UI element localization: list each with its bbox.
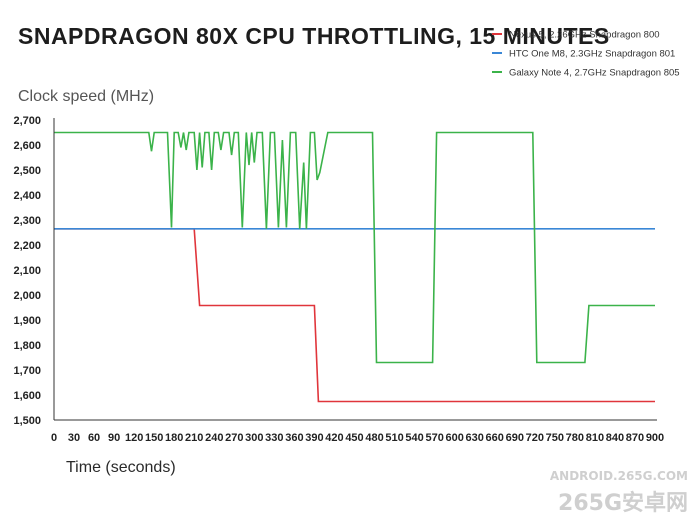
x-tick-label: 150 [145, 432, 163, 444]
legend-label: Nexus 5, 2.26GHz Snapdragon 800 [509, 30, 660, 41]
chart-title: SNAPDRAGON 80X CPU THROTTLING, 15 MINUTE… [18, 23, 610, 49]
y-tick-label: 1,700 [13, 365, 41, 377]
x-tick-label: 360 [285, 432, 303, 444]
x-axis-label: Time (seconds) [66, 459, 176, 476]
y-tick-label: 1,600 [13, 390, 41, 402]
watermark: ANDROID.265G.COM 265G安卓网 [550, 469, 688, 516]
y-tick-label: 2,000 [13, 290, 41, 302]
x-tick-label: 210 [185, 432, 203, 444]
x-tick-label: 0 [51, 432, 57, 444]
y-tick-label: 2,200 [13, 240, 41, 252]
x-tick-label: 690 [506, 432, 524, 444]
x-tick-label: 780 [566, 432, 584, 444]
y-tick-label: 2,300 [13, 215, 41, 227]
y-tick-label: 2,400 [13, 190, 41, 202]
y-tick-label: 2,600 [13, 140, 41, 152]
y-tick-label: 1,500 [13, 415, 41, 427]
x-tick-label: 300 [245, 432, 263, 444]
legend-label: HTC One M8, 2.3GHz Snapdragon 801 [509, 49, 675, 60]
x-tick-label: 450 [345, 432, 363, 444]
watermark-url: ANDROID.265G.COM [550, 469, 688, 483]
y-tick-labels: 2,700 2,600 2,500 2,400 2,300 2,200 2,100 2,000… [13, 115, 41, 427]
watermark-logo-text: 265G安卓网 [558, 490, 688, 516]
x-tick-label: 180 [165, 432, 183, 444]
x-tick-label: 900 [646, 432, 664, 444]
x-tick-label: 630 [466, 432, 484, 444]
x-tick-label: 750 [546, 432, 564, 444]
x-tick-label: 600 [445, 432, 463, 444]
legend: Nexus 5, 2.26GHz Snapdragon 800 HTC One M… [492, 30, 680, 79]
series-line-3 [54, 131, 655, 364]
x-tick-label: 420 [325, 432, 343, 444]
x-tick-label: 270 [225, 432, 243, 444]
x-tick-label: 90 [108, 432, 120, 444]
y-tick-label: 2,700 [13, 115, 41, 127]
y-axis-label: Clock speed (MHz) [18, 88, 154, 105]
x-tick-label: 60 [88, 432, 100, 444]
x-tick-label: 720 [526, 432, 544, 444]
y-tick-label: 1,900 [13, 315, 41, 327]
axes [53, 118, 657, 421]
y-tick-label: 2,500 [13, 165, 41, 177]
y-tick-label: 1,800 [13, 340, 41, 352]
x-tick-label: 840 [606, 432, 624, 444]
y-tick-label: 2,100 [13, 265, 41, 277]
x-tick-label: 660 [486, 432, 504, 444]
series-layer [54, 131, 655, 403]
x-tick-label: 240 [205, 432, 223, 444]
series-line-1 [54, 228, 655, 403]
x-tick-label: 120 [125, 432, 143, 444]
x-tick-label: 540 [405, 432, 423, 444]
x-tick-labels: 0 30 60 90 120 150 180 210 240 270 300 330 360 390 420… [51, 432, 664, 444]
x-tick-label: 870 [626, 432, 644, 444]
x-tick-label: 510 [385, 432, 403, 444]
x-tick-label: 810 [586, 432, 604, 444]
x-tick-label: 390 [305, 432, 323, 444]
x-tick-label: 30 [68, 432, 80, 444]
x-tick-label: 570 [425, 432, 443, 444]
x-tick-label: 330 [265, 432, 283, 444]
legend-label: Galaxy Note 4, 2.7GHz Snapdragon 805 [509, 68, 680, 79]
x-tick-label: 480 [365, 432, 383, 444]
